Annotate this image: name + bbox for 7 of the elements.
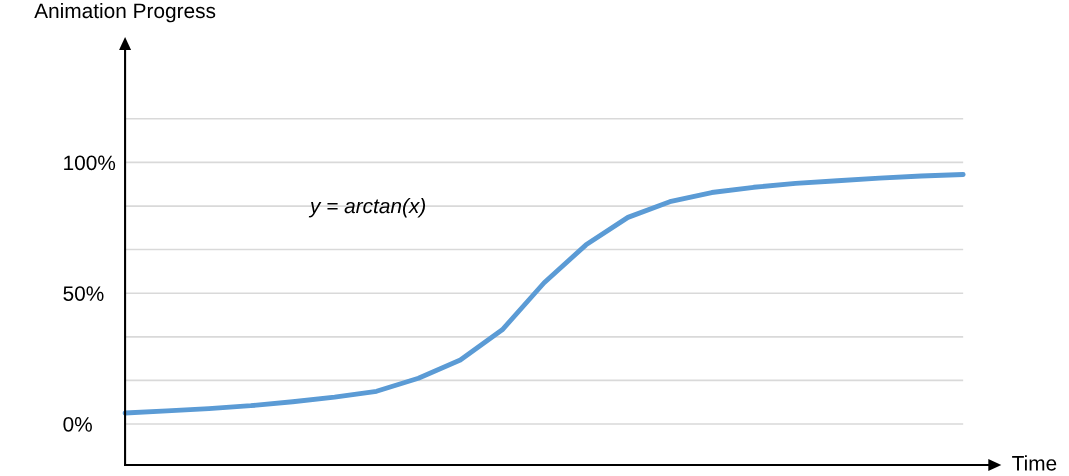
text: y = arctan(x) (308, 198, 426, 218)
line-series (122, 172, 966, 416)
chart-title: Animation Progress (34, 2, 216, 23)
y-tick-label: 0% (63, 416, 92, 432)
x-axis-title: Time (1012, 455, 1057, 471)
y-tick-label: 100% (64, 155, 116, 171)
y-tick-label: 50% (63, 286, 104, 301)
